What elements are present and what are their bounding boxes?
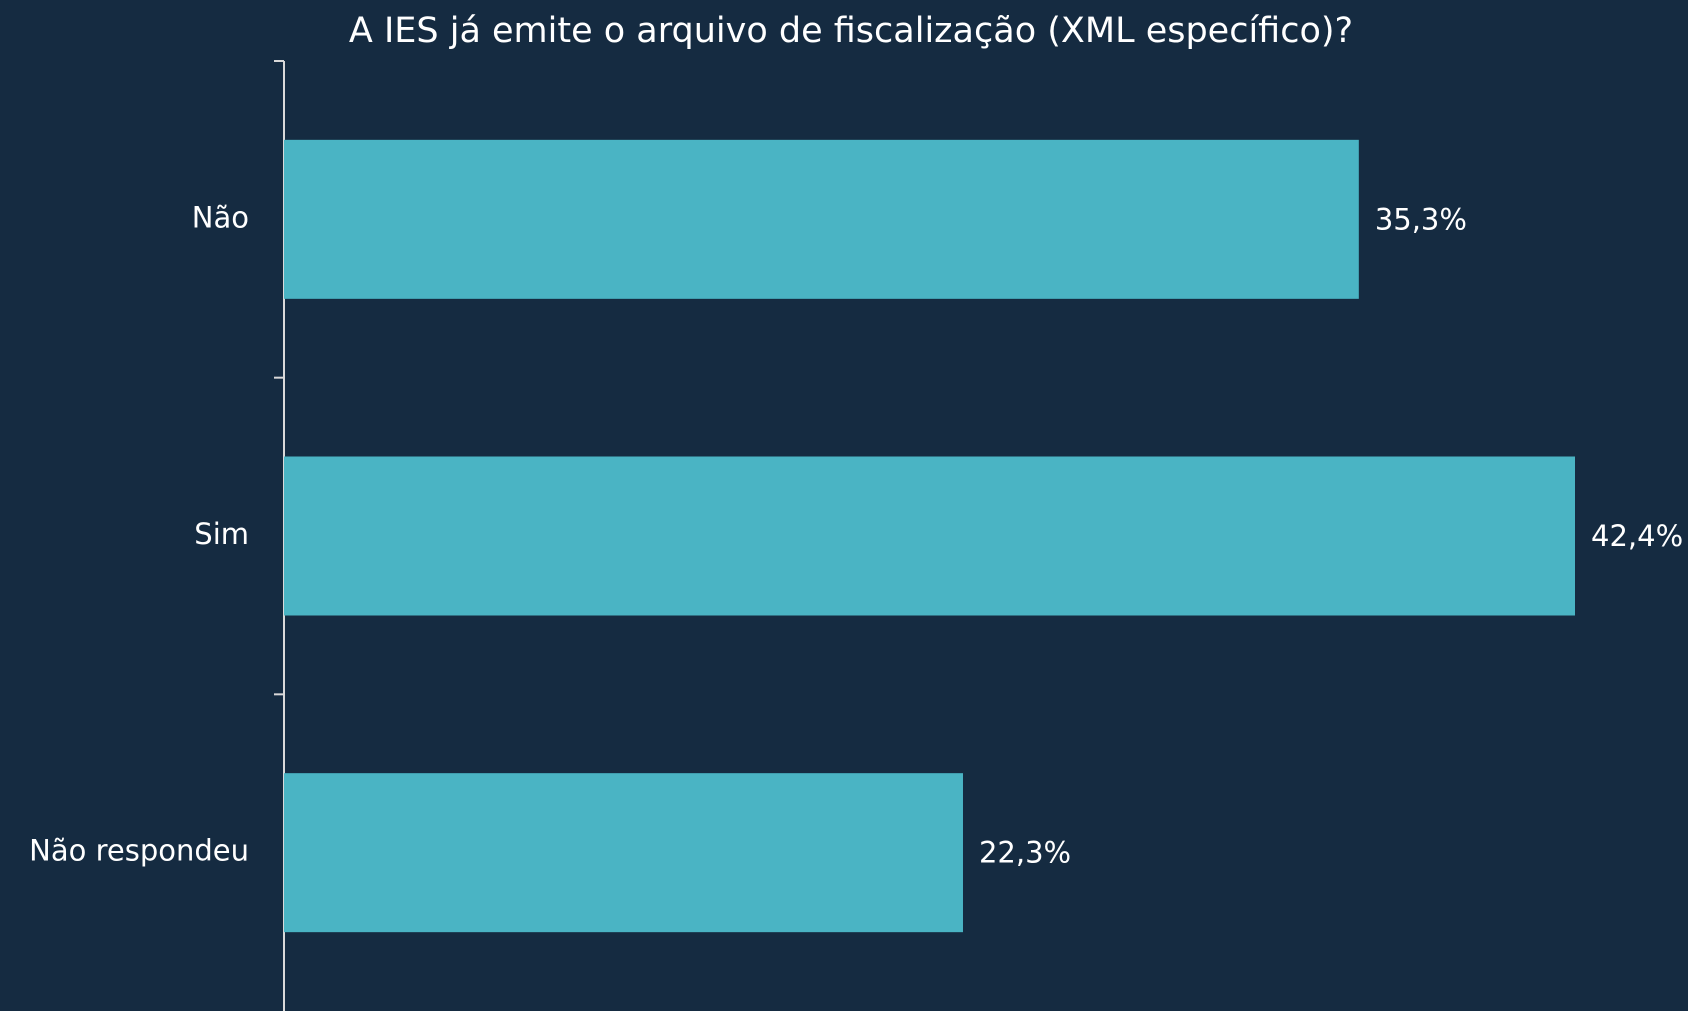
bar [284, 773, 963, 933]
y-tick-label: Não respondeu [29, 834, 249, 868]
bar [284, 456, 1575, 616]
y-tick-label: Não [192, 200, 249, 234]
bar [284, 139, 1359, 299]
y-tick-label: Sim [194, 517, 249, 551]
data-label: 22,3% [979, 836, 1071, 870]
data-label: 42,4% [1591, 519, 1683, 553]
data-label: 35,3% [1375, 202, 1467, 236]
chart-title: A IES já emite o arquivo de fiscalização… [349, 11, 1353, 51]
